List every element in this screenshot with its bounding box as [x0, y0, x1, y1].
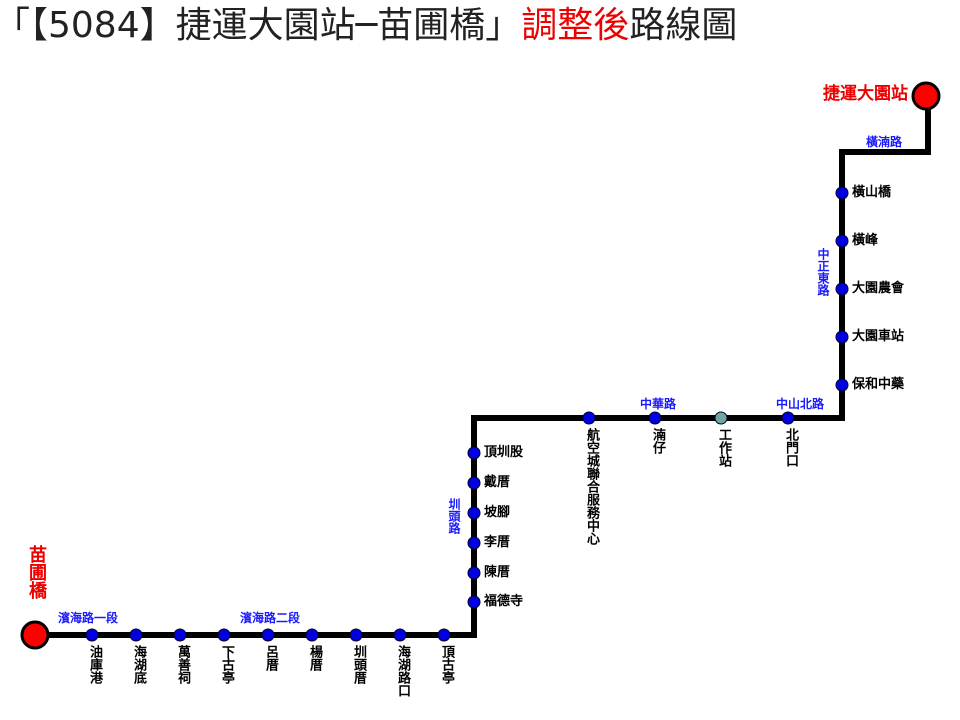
stop-label: 橫山橋 [852, 185, 892, 200]
stop-marker [305, 628, 319, 642]
terminus-label: 苗圃橋 [26, 545, 47, 599]
stop-label: 萬善祠 [175, 645, 190, 684]
stop-marker [648, 411, 662, 425]
stop-label: 下古亭 [219, 645, 234, 684]
stop-marker [835, 378, 849, 392]
stop-label: 頂古亭 [439, 645, 454, 684]
stop-marker [467, 476, 481, 490]
stop-label: 戴厝 [484, 475, 511, 490]
stop-marker [835, 234, 849, 248]
road-label: 橫湳路 [865, 135, 903, 149]
stop-marker [467, 446, 481, 460]
stop-marker [781, 411, 795, 425]
stop-marker [261, 628, 275, 642]
stop-marker [835, 186, 849, 200]
stop-label: 頂圳股 [484, 445, 524, 460]
stop-label: 保和中藥 [852, 377, 905, 392]
stop-label: 工作站 [716, 428, 731, 467]
title-text: 「【5084】捷運大園站─苗圃橋」 [0, 5, 522, 46]
terminus-marker [20, 620, 50, 650]
stop-label: 呂厝 [263, 645, 278, 671]
terminus-marker [911, 81, 941, 111]
stop-marker [437, 628, 451, 642]
stop-label: 橫峰 [852, 233, 879, 248]
stop-marker [393, 628, 407, 642]
stop-marker [467, 536, 481, 550]
stop-marker [582, 411, 596, 425]
stop-label: 李厝 [484, 535, 511, 550]
stop-label: 圳頭厝 [351, 645, 366, 684]
stop-label: 油庫港 [87, 645, 102, 684]
road-label: 中華路 [639, 397, 677, 411]
stop-marker [467, 566, 481, 580]
road-label: 中山北路 [775, 397, 825, 411]
road-label: 中正東路 [816, 248, 830, 296]
stop-label: 陳厝 [484, 565, 511, 580]
stop-marker [85, 628, 99, 642]
title-highlight: 調整後 [521, 5, 630, 46]
stop-marker [467, 506, 481, 520]
stop-marker [217, 628, 231, 642]
stop-marker [714, 411, 728, 425]
road-label: 圳頭路 [447, 498, 461, 534]
stop-label: 坡腳 [484, 505, 511, 520]
stop-marker [349, 628, 363, 642]
stop-label: 福德寺 [484, 594, 524, 609]
stop-label: 海湖底 [131, 645, 146, 684]
road-label: 濱海路一段 [57, 611, 119, 625]
stop-label: 北門口 [783, 428, 798, 467]
stop-label: 大園車站 [852, 329, 905, 344]
stop-marker [835, 282, 849, 296]
road-label: 濱海路二段 [239, 611, 301, 625]
stop-label: 楊厝 [307, 645, 322, 671]
stop-marker [129, 628, 143, 642]
terminus-label: 捷運大園站 [823, 84, 908, 104]
stop-marker [467, 595, 481, 609]
stop-label: 大園農會 [852, 281, 905, 296]
title-text: 路線圖 [629, 5, 738, 46]
stop-marker [173, 628, 187, 642]
route-line [35, 96, 931, 638]
stop-marker [835, 330, 849, 344]
stop-label: 航空城聯合服務中心 [584, 428, 599, 545]
stop-label: 湳仔 [650, 428, 665, 454]
title: 「【5084】捷運大園站─苗圃橋」調整後路線圖 [0, 4, 737, 48]
stop-label: 海湖路口 [395, 645, 410, 697]
